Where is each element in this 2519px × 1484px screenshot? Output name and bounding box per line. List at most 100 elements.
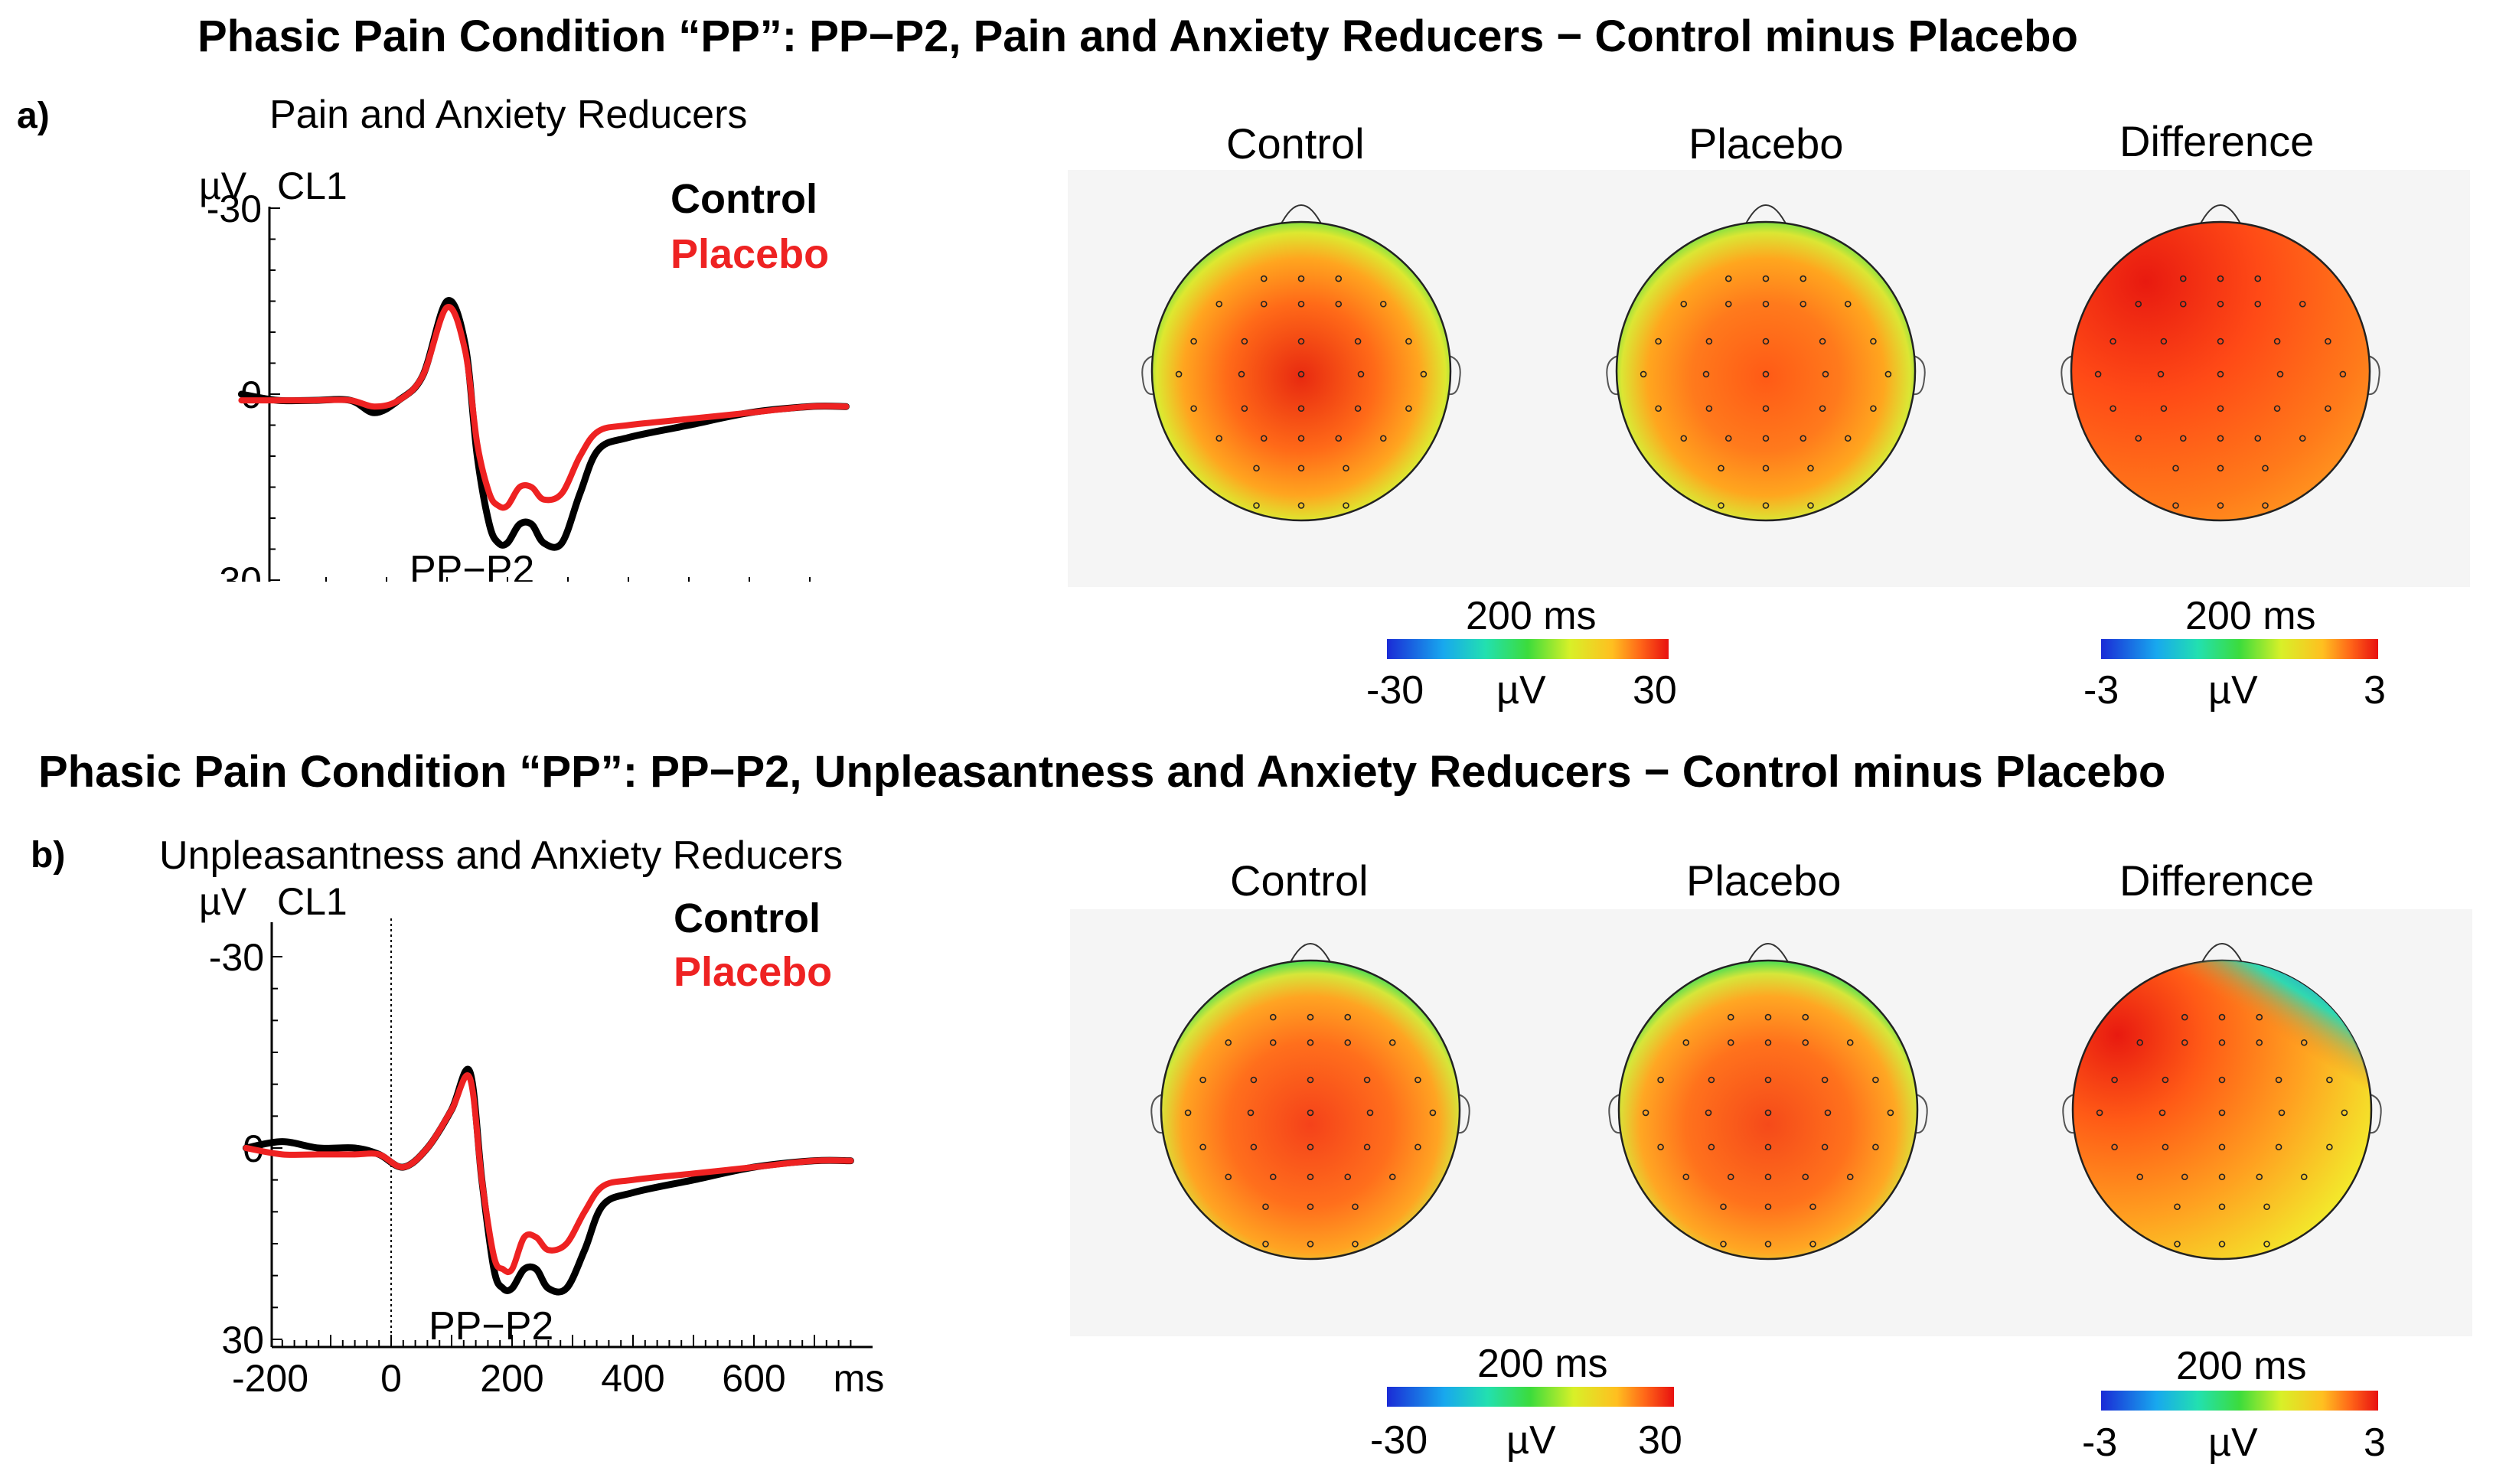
colorbar-a1-min: -30 xyxy=(1366,668,1424,713)
colorbar-a1 xyxy=(1387,639,1669,659)
y-tick-label: -30 xyxy=(209,936,264,979)
erp-chart-a: -30030-2000200400600msµVCL1ControlPlaceb… xyxy=(199,165,850,582)
electrode-marker xyxy=(1682,1039,1690,1046)
electrode-marker xyxy=(1297,435,1305,442)
electrode-marker xyxy=(2326,1076,2333,1084)
electrode-marker xyxy=(2094,370,2102,378)
electrode-marker xyxy=(1762,502,1770,509)
electrode-marker xyxy=(1260,435,1268,442)
electrode-marker xyxy=(1824,1109,1832,1117)
electrode-marker xyxy=(1269,1039,1277,1046)
electrode-marker xyxy=(2300,1039,2308,1046)
electrode-marker xyxy=(1405,405,1412,413)
head-nose xyxy=(2198,204,2243,227)
map-label-control-a: Control xyxy=(1226,119,1365,168)
electrode-marker xyxy=(1238,370,1245,378)
electrode-marker xyxy=(1724,275,1732,282)
electrode-marker xyxy=(2218,1143,2226,1151)
electrode-marker xyxy=(2254,275,2262,282)
topomap-a-difference xyxy=(2061,204,2380,522)
electrode-marker xyxy=(2157,370,2165,378)
y-unit-label: µV xyxy=(199,165,247,207)
electrode-marker xyxy=(1184,1109,1192,1117)
head-ear-left xyxy=(1141,355,1154,396)
electrode-marker xyxy=(2162,1076,2169,1084)
electrode-marker xyxy=(1727,1013,1734,1021)
electrode-marker xyxy=(2181,1173,2188,1181)
electrode-marker xyxy=(1720,1241,1727,1248)
electrode-marker xyxy=(1720,1203,1727,1211)
electrode-marker xyxy=(1405,338,1412,345)
electrode-marker xyxy=(1335,435,1343,442)
electrode-marker xyxy=(1702,370,1710,378)
electrode-marker xyxy=(1762,435,1770,442)
electrode-marker xyxy=(2254,435,2262,442)
electrode-marker xyxy=(1352,1241,1359,1248)
electrode-marker xyxy=(1821,1076,1829,1084)
electrode-marker xyxy=(2109,338,2116,345)
electrode-marker xyxy=(1764,1203,1772,1211)
electrode-marker xyxy=(2339,370,2347,378)
electrode-marker xyxy=(2174,1203,2181,1211)
electrode-marker xyxy=(1215,300,1223,308)
electrode-marker xyxy=(1764,1143,1772,1151)
x-unit-label: ms xyxy=(834,1357,885,1393)
electrode-marker xyxy=(2299,435,2306,442)
electrode-marker xyxy=(1870,338,1877,345)
panel-a-letter: a) xyxy=(17,96,50,136)
electrode-marker xyxy=(1307,1076,1314,1084)
electrode-marker xyxy=(2256,1039,2263,1046)
electrode-marker xyxy=(2109,405,2116,413)
electrode-marker xyxy=(1724,300,1732,308)
electrode-marker xyxy=(1366,1109,1374,1117)
electrode-marker xyxy=(1809,1203,1816,1211)
electrode-marker xyxy=(2179,300,2187,308)
electrode-marker xyxy=(1297,502,1305,509)
electrode-marker xyxy=(2341,1109,2348,1117)
electrode-marker xyxy=(2174,1241,2181,1248)
electrode-marker xyxy=(2254,300,2262,308)
electrode-marker xyxy=(2181,1039,2188,1046)
electrode-marker xyxy=(2256,1013,2263,1021)
colorbar-a1-unit: µV xyxy=(1496,668,1546,713)
electrode-marker xyxy=(1190,405,1197,413)
electrode-marker xyxy=(1640,370,1647,378)
electrode-marker xyxy=(2276,370,2284,378)
electrode-marker xyxy=(1250,1143,1258,1151)
electrode-marker xyxy=(1802,1173,1809,1181)
electrode-marker xyxy=(2217,465,2224,472)
electrode-marker xyxy=(2217,275,2224,282)
electrode-marker xyxy=(1800,300,1807,308)
electrode-marker xyxy=(1429,1109,1437,1117)
electrode-marker xyxy=(1680,435,1688,442)
electrode-marker xyxy=(1262,1241,1269,1248)
electrode-marker xyxy=(2262,502,2269,509)
electrode-marker xyxy=(1705,338,1713,345)
electrode-marker xyxy=(1809,1241,1816,1248)
colorbar-a1-label: 200 ms xyxy=(1466,594,1597,638)
electrode-marker xyxy=(1199,1143,1206,1151)
colorbar-b2 xyxy=(2101,1391,2378,1411)
electrode-marker xyxy=(2111,1076,2118,1084)
map-label-control-b: Control xyxy=(1230,856,1369,905)
head-nose xyxy=(1744,204,1788,227)
electrode-marker xyxy=(1642,1109,1649,1117)
electrode-marker xyxy=(1708,1143,1715,1151)
topomap-b-control xyxy=(1150,943,1470,1261)
electrode-marker xyxy=(2275,1143,2282,1151)
electrode-marker xyxy=(1190,338,1197,345)
panel-b-letter: b) xyxy=(31,835,66,876)
erp-plot-group: -30030-2000200400600msµVCL1ControlPlaceb… xyxy=(199,165,850,582)
electrode-marker xyxy=(2217,338,2224,345)
electrode-marker xyxy=(1727,1173,1734,1181)
electrode-marker xyxy=(1872,1143,1879,1151)
electrode-marker xyxy=(1680,300,1688,308)
electrode-marker xyxy=(1250,1076,1258,1084)
electrode-marker xyxy=(1269,1013,1277,1021)
electrode-marker xyxy=(2217,502,2224,509)
colorbar-b1-max: 30 xyxy=(1638,1418,1682,1463)
electrode-marker xyxy=(1414,1076,1421,1084)
electrode-marker xyxy=(1655,338,1662,345)
head-ear-right xyxy=(2367,355,2380,396)
electrode-marker xyxy=(2273,338,2281,345)
